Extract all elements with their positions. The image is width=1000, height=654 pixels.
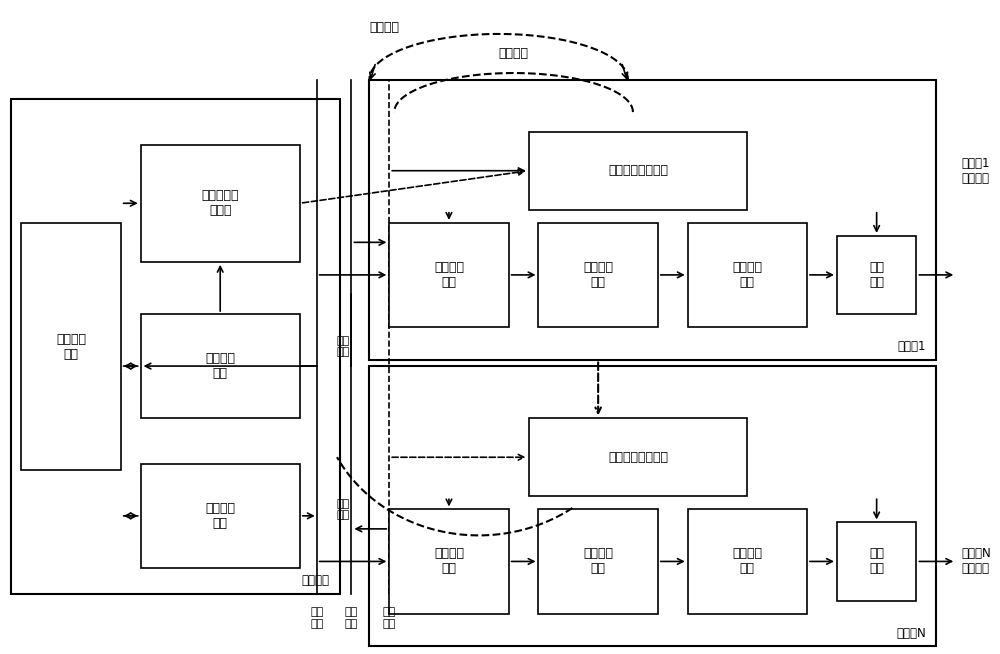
Text: 通信
总线: 通信 总线 bbox=[383, 607, 396, 628]
Text: 接收
时钟: 接收 时钟 bbox=[337, 336, 350, 357]
Text: 使能
控制: 使能 控制 bbox=[869, 547, 884, 576]
Text: 时钟接收
模块: 时钟接收 模块 bbox=[205, 352, 235, 380]
Text: 相位测量
模块: 相位测量 模块 bbox=[56, 332, 86, 360]
Text: 时钟输出
模块: 时钟输出 模块 bbox=[732, 261, 762, 289]
FancyBboxPatch shape bbox=[389, 223, 509, 327]
Text: 时钟发送
模块: 时钟发送 模块 bbox=[205, 502, 235, 530]
FancyBboxPatch shape bbox=[141, 314, 300, 418]
FancyBboxPatch shape bbox=[529, 131, 747, 210]
Text: 使能
控制: 使能 控制 bbox=[869, 261, 884, 289]
Text: 下行
时钟: 下行 时钟 bbox=[310, 607, 323, 628]
FancyBboxPatch shape bbox=[529, 418, 747, 496]
Text: 时钟单元: 时钟单元 bbox=[302, 574, 330, 587]
Text: 上行
时钟: 上行 时钟 bbox=[345, 607, 358, 628]
Text: 数据通道: 数据通道 bbox=[499, 47, 529, 60]
Text: 业务盘1
输出时钟: 业务盘1 输出时钟 bbox=[961, 157, 990, 184]
Text: 线路逻辑控制模块: 线路逻辑控制模块 bbox=[608, 164, 668, 177]
FancyBboxPatch shape bbox=[369, 366, 936, 646]
Text: 时钟逻辑控
制模块: 时钟逻辑控 制模块 bbox=[201, 189, 239, 217]
FancyBboxPatch shape bbox=[11, 99, 340, 594]
Text: 业务盘1: 业务盘1 bbox=[898, 340, 926, 353]
FancyBboxPatch shape bbox=[538, 223, 658, 327]
Text: 发送
时钟: 发送 时钟 bbox=[337, 498, 350, 520]
Text: 时钟输入
模块: 时钟输入 模块 bbox=[434, 261, 464, 289]
Text: 业务盘N
输出时钟: 业务盘N 输出时钟 bbox=[961, 547, 991, 576]
FancyBboxPatch shape bbox=[369, 80, 936, 360]
Text: 线路逻辑控制模块: 线路逻辑控制模块 bbox=[608, 451, 668, 464]
FancyBboxPatch shape bbox=[141, 145, 300, 262]
FancyBboxPatch shape bbox=[389, 509, 509, 613]
FancyBboxPatch shape bbox=[688, 223, 807, 327]
FancyBboxPatch shape bbox=[837, 236, 916, 314]
Text: 背板总线: 背板总线 bbox=[369, 21, 399, 34]
Text: 时钟输入
模块: 时钟输入 模块 bbox=[434, 547, 464, 576]
FancyBboxPatch shape bbox=[538, 509, 658, 613]
FancyBboxPatch shape bbox=[141, 464, 300, 568]
FancyBboxPatch shape bbox=[688, 509, 807, 613]
Text: 时钟输出
模块: 时钟输出 模块 bbox=[732, 547, 762, 576]
Text: 相位补偿
模块: 相位补偿 模块 bbox=[583, 261, 613, 289]
Text: 相位补偿
模块: 相位补偿 模块 bbox=[583, 547, 613, 576]
FancyBboxPatch shape bbox=[21, 223, 121, 470]
FancyBboxPatch shape bbox=[837, 523, 916, 600]
Text: 业务盘N: 业务盘N bbox=[897, 627, 926, 640]
